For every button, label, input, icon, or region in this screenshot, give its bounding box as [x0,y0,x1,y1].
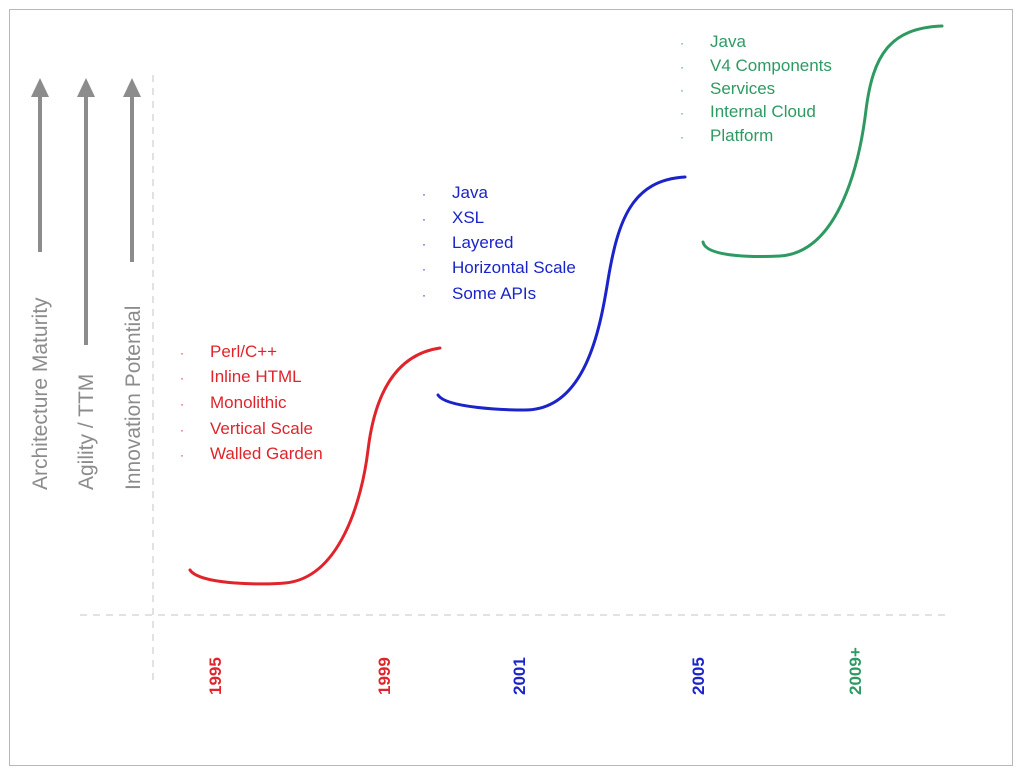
list-item: V4 Components [710,56,832,75]
bullet-icon: · [680,130,684,144]
list-item: Internal Cloud [710,102,816,121]
bullet-icon: · [422,187,426,201]
bullet-icon: · [422,262,426,276]
s-curve-era2 [436,175,687,412]
axis-label-architecture: Architecture Maturity [29,297,52,490]
list-item: Services [710,79,775,98]
axis-label-innovation: Innovation Potential [122,306,145,490]
axis-arrow-innovation [123,78,141,262]
list-item: Perl/C++ [210,342,277,361]
year-label-2005: 2005 [689,657,708,695]
year-label-1999: 1999 [375,657,394,695]
bullet-icon: · [422,288,426,302]
bullet-icon: · [180,371,184,385]
s-curve-era1 [188,346,442,586]
axis-arrow-architecture [31,78,49,252]
bullet-icon: · [422,212,426,226]
bullet-icon: · [180,423,184,437]
list-item: Inline HTML [210,367,302,386]
list-item: Vertical Scale [210,419,313,438]
bullet-icon: · [680,83,684,97]
year-label-1995: 1995 [206,657,225,695]
list-item: XSL [452,208,484,227]
bullet-icon: · [180,448,184,462]
era3-list: · Java · V4 Components · Services · Inte… [680,32,832,145]
bullet-icon: · [680,60,684,74]
list-item: Java [452,183,488,202]
list-item: Some APIs [452,284,536,303]
bullet-icon: · [180,346,184,360]
list-item: Walled Garden [210,444,323,463]
axis-label-agility: Agility / TTM [75,374,98,490]
list-item: Layered [452,233,513,252]
bullet-icon: · [680,36,684,50]
diagram-frame [9,9,1013,766]
bullet-icon: · [180,397,184,411]
era2-list: · Java · XSL · Layered · Horizontal Scal… [422,183,576,303]
axis-arrow-agility [77,78,95,345]
list-item: Java [710,32,746,51]
list-item: Monolithic [210,393,287,412]
year-label-2001: 2001 [510,657,529,695]
year-label-2009: 2009+ [846,647,865,695]
era1-list: · Perl/C++ · Inline HTML · Monolithic · … [180,342,323,463]
bullet-icon: · [680,106,684,120]
s-curve-era3 [701,24,944,258]
list-item: Platform [710,126,773,145]
bullet-icon: · [422,237,426,251]
list-item: Horizontal Scale [452,258,576,277]
